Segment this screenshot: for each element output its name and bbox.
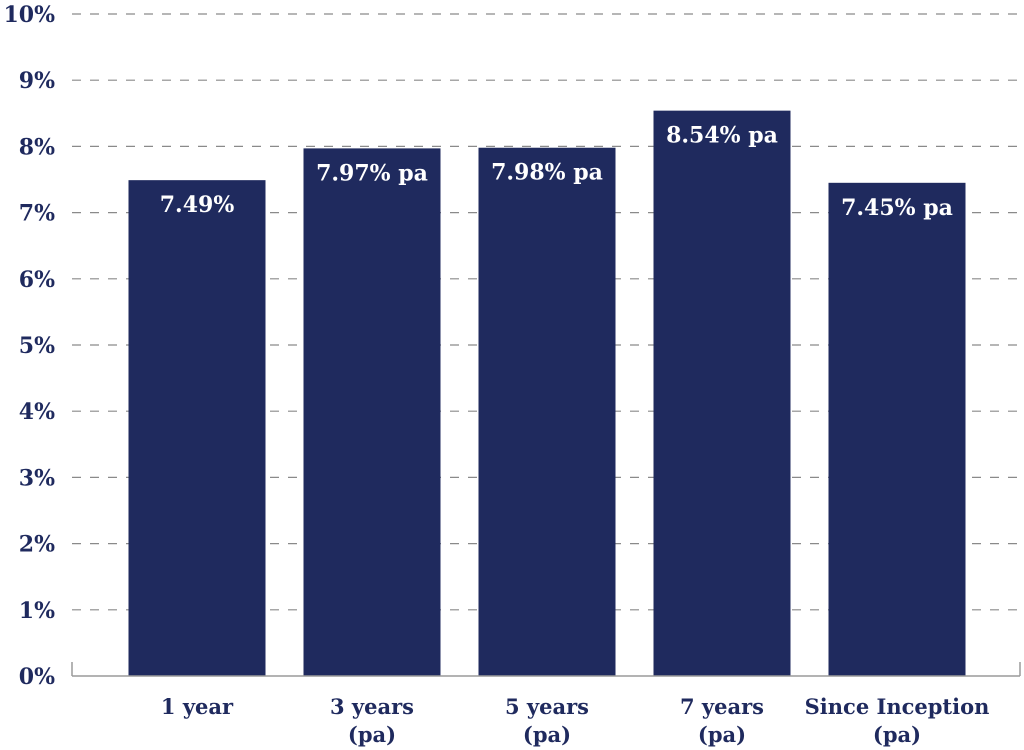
y-tick-label: 2% [19, 532, 55, 558]
bar [128, 180, 266, 677]
y-tick-label: 1% [19, 598, 55, 624]
data-label: 7.98% pa [491, 160, 603, 186]
y-tick-label: 10% [3, 2, 55, 28]
x-category-label: 1 year [161, 694, 234, 719]
y-tick-label: 6% [19, 267, 55, 293]
y-tick-label: 5% [19, 333, 55, 359]
x-category-label: Since Inception (pa) [805, 694, 990, 747]
x-axis [71, 662, 1021, 677]
x-category-label: 3 years (pa) [330, 694, 414, 747]
y-tick-label: 7% [19, 201, 55, 227]
data-label: 7.45% pa [841, 195, 953, 221]
y-axis-ticks: 0% 1% 2% 3% 4% 5% 6% 7% 8% 9% 10% [3, 2, 55, 690]
x-category-label: 7 years (pa) [680, 694, 764, 747]
data-label: 8.54% pa [666, 123, 778, 149]
y-tick-label: 3% [19, 465, 55, 491]
data-label: 7.49% [160, 192, 235, 218]
bar [653, 110, 791, 677]
y-tick-label: 8% [19, 134, 55, 160]
y-tick-label: 0% [19, 664, 55, 690]
data-labels: 7.49% 7.97% pa 7.98% pa 8.54% pa 7.45% pa [160, 123, 953, 221]
y-tick-label: 4% [19, 399, 55, 425]
x-category-label: 5 years (pa) [505, 694, 589, 747]
y-tick-label: 9% [19, 68, 55, 94]
bar [478, 147, 616, 676]
x-axis-categories: 1 year 3 years (pa) 5 years (pa) 7 years (pa) S… [161, 694, 989, 747]
bars [128, 110, 966, 677]
bar [303, 148, 441, 677]
data-label: 7.97% pa [316, 160, 428, 186]
bar [828, 182, 966, 676]
